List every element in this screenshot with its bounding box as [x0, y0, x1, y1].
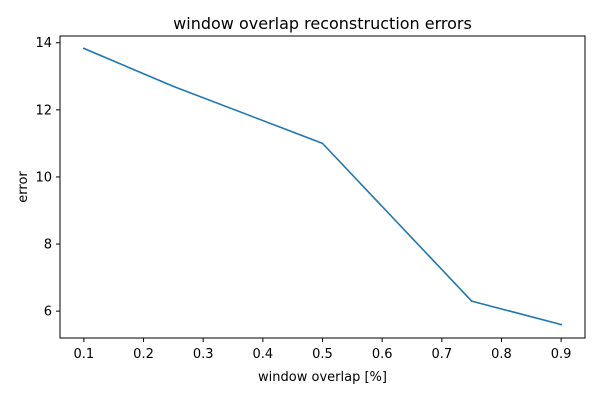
x-axis: 0.1 0.2 0.3 0.4 0.5 0.6 0.7 0.8 0.9: [74, 338, 572, 362]
x-axis-label: window overlap [%]: [258, 370, 387, 385]
axes-frame: [59, 35, 586, 339]
x-tick-label: 0.7: [431, 347, 452, 362]
x-tick-label: 0.9: [551, 347, 572, 362]
data-point: [83, 47, 85, 50]
chart-title: window overlap reconstruction errors: [173, 14, 472, 33]
y-axis-label: error: [16, 171, 31, 203]
y-axis: 6 8 10 12 14: [35, 36, 60, 320]
x-tick-label: 0.4: [252, 347, 273, 362]
y-tick-label: 12: [35, 103, 52, 118]
plot-area: [82, 47, 563, 326]
data-point: [172, 85, 175, 88]
y-tick-label: 10: [35, 170, 52, 185]
y-tick-label: 6: [44, 305, 52, 320]
y-tick-label: 14: [35, 36, 52, 51]
x-tick-label: 0.3: [193, 347, 214, 362]
data-point: [560, 323, 562, 326]
y-tick-label: 8: [44, 238, 52, 253]
x-tick-label: 0.5: [312, 347, 333, 362]
data-point: [321, 142, 324, 145]
x-tick-label: 0.6: [372, 347, 393, 362]
x-tick-label: 0.2: [133, 347, 154, 362]
x-tick-label: 0.1: [74, 347, 95, 362]
data-point: [470, 300, 473, 302]
x-tick-label: 0.8: [491, 347, 512, 362]
series-line-0: [82, 47, 563, 326]
